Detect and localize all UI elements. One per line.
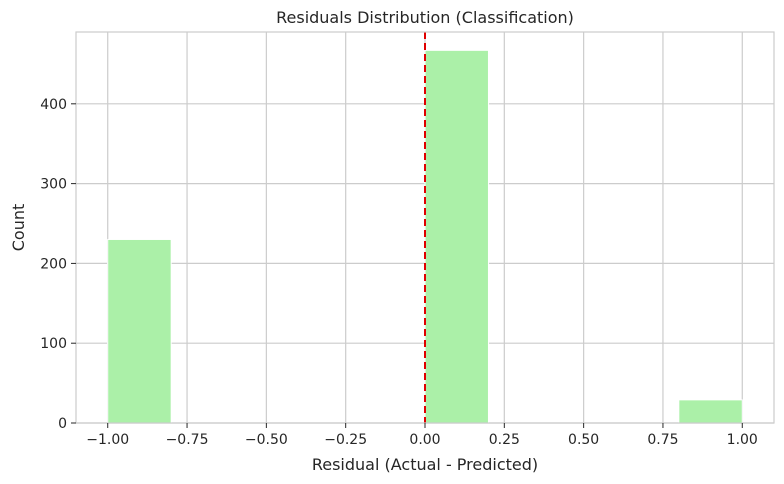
x-tick-label: −0.75 bbox=[166, 432, 209, 448]
y-tick-label: 400 bbox=[40, 97, 67, 113]
x-tick-label: −0.25 bbox=[324, 432, 367, 448]
y-tick-label: 300 bbox=[40, 177, 67, 193]
histogram-bar bbox=[107, 238, 172, 424]
y-axis-title: Count bbox=[9, 204, 28, 252]
x-axis-title: Residual (Actual - Predicted) bbox=[312, 455, 538, 474]
y-tick-label: 200 bbox=[40, 256, 67, 272]
chart-title: Residuals Distribution (Classification) bbox=[276, 8, 574, 27]
x-tick-label: 0.75 bbox=[647, 432, 678, 448]
histogram-bar bbox=[678, 399, 743, 424]
x-tick-label: 0.00 bbox=[409, 432, 440, 448]
x-tick-label: −1.00 bbox=[86, 432, 129, 448]
y-tick-label: 100 bbox=[40, 336, 67, 352]
histogram-bars bbox=[107, 49, 743, 424]
x-tick-label: 0.50 bbox=[568, 432, 599, 448]
x-axis-ticks: −1.00 −0.75 −0.50 −0.25 0.00 0.25 0.50 0.75 1.00 bbox=[86, 423, 758, 448]
histogram-bar bbox=[424, 49, 489, 424]
x-tick-label: −0.50 bbox=[245, 432, 288, 448]
x-tick-label: 0.25 bbox=[489, 432, 520, 448]
y-axis-ticks: 0 100 200 300 400 bbox=[40, 97, 76, 432]
x-tick-label: 1.00 bbox=[727, 432, 758, 448]
y-tick-label: 0 bbox=[58, 416, 67, 432]
